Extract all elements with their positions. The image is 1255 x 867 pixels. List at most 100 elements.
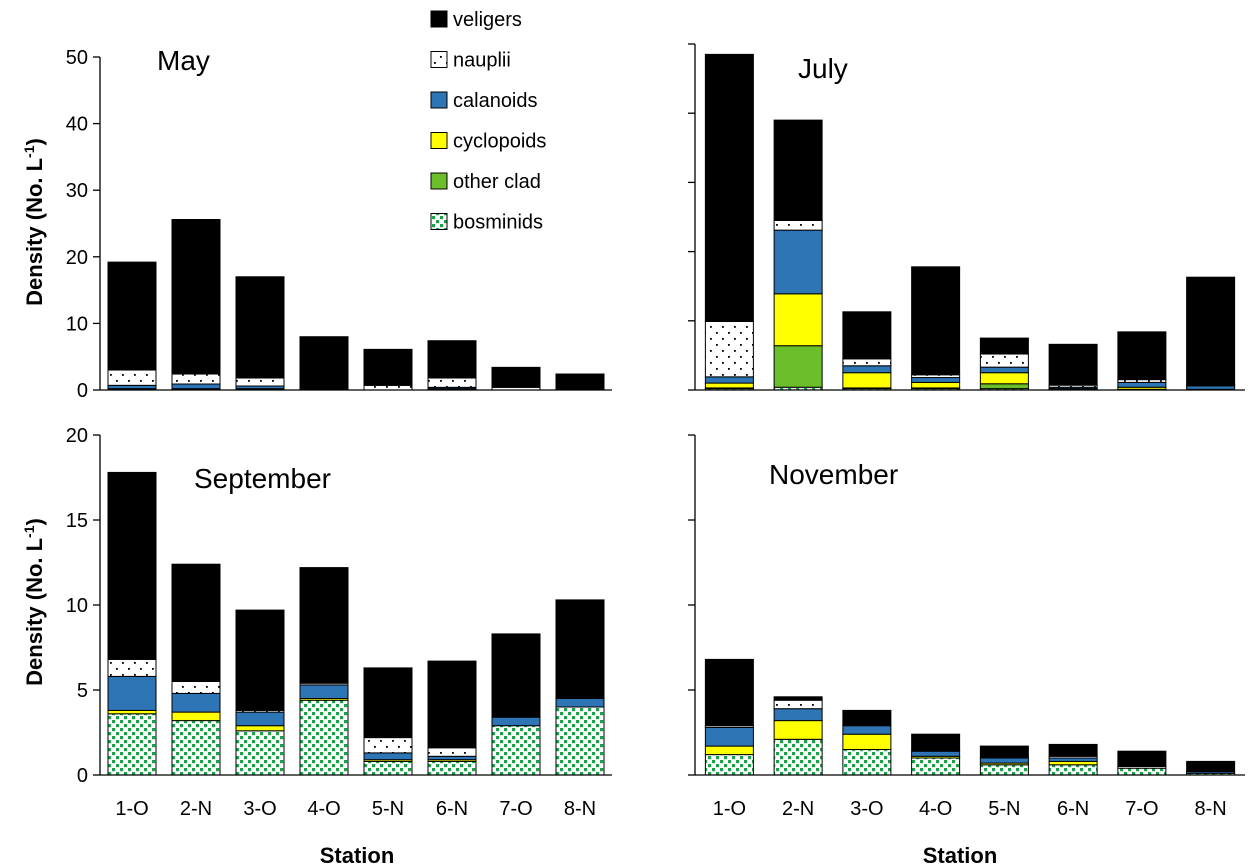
bar-veligers-4-o bbox=[299, 336, 349, 391]
bar-bosminids-3-o bbox=[842, 749, 892, 776]
bar-calanoids-6-n bbox=[1048, 757, 1098, 762]
legend: veligers nauplii calanoids cyclopoids other … bbox=[430, 9, 546, 234]
bar-bosminids-5-n bbox=[979, 764, 1029, 776]
bar-bosminids-8-n bbox=[555, 706, 605, 776]
bar-calanoids-8-n bbox=[1186, 385, 1236, 390]
legend-item-calanoids: calanoids bbox=[430, 90, 538, 112]
legend-item-nauplii: nauplii bbox=[430, 50, 511, 72]
bar-veligers-8-n bbox=[555, 373, 605, 391]
bar-bosminids-7-o bbox=[1117, 767, 1167, 776]
y-tick-label: 0 bbox=[77, 765, 88, 787]
x-tick-label: 7-O bbox=[499, 798, 532, 820]
bar-veligers-2-n bbox=[773, 696, 823, 701]
bar-veligers-7-o bbox=[491, 633, 541, 718]
bar-cyclopoids-2-n bbox=[773, 720, 823, 740]
x-tick-label: 4-O bbox=[307, 798, 340, 820]
x-tick-label: 4-O bbox=[919, 798, 952, 820]
bar-nauplii-2-n bbox=[773, 699, 823, 710]
bar-bosminids-2-n bbox=[171, 720, 221, 776]
bar-cyclopoids-1-o bbox=[704, 382, 754, 389]
y-axis-title-end: ) bbox=[22, 138, 47, 145]
legend-item-cyclopoids: cyclopoids bbox=[430, 131, 546, 153]
bar-veligers-2-n bbox=[773, 119, 823, 221]
x-tick-label: 1-O bbox=[115, 798, 148, 820]
bar-bosminids-7-o bbox=[491, 725, 541, 776]
bar-cyclopoids-4-o bbox=[911, 381, 961, 389]
bar-veligers-8-n bbox=[1186, 276, 1236, 386]
bar-nauplii-6-n bbox=[427, 747, 477, 757]
x-tick-label: 2-N bbox=[180, 798, 212, 820]
panel-title: May bbox=[157, 45, 210, 76]
bar-cyclopoids-1-o bbox=[704, 745, 754, 756]
bar-other-clad-5-n bbox=[979, 383, 1029, 390]
x-tick-label: 8-N bbox=[1195, 798, 1227, 820]
bar-veligers-3-o bbox=[235, 609, 285, 711]
bar-nauplii-1-o bbox=[704, 320, 754, 378]
y-axis-title-main: Density (No. L bbox=[22, 538, 47, 686]
x-axis-title: Station bbox=[320, 843, 395, 867]
bar-calanoids-5-n bbox=[979, 366, 1029, 374]
y-tick-label: 5 bbox=[77, 680, 88, 702]
bar-calanoids-6-n bbox=[427, 755, 477, 761]
bar-calanoids-1-o bbox=[704, 376, 754, 384]
bar-calanoids-2-n bbox=[773, 229, 823, 295]
bar-other-clad-2-n bbox=[773, 345, 823, 388]
y-tick-label: 20 bbox=[66, 425, 88, 447]
bar-bosminids-4-o bbox=[299, 699, 349, 776]
bar-cyclopoids-3-o bbox=[842, 733, 892, 751]
bar-veligers-4-o bbox=[299, 567, 349, 684]
legend-swatch-nauplii bbox=[430, 51, 448, 68]
bar-veligers-8-n bbox=[1186, 760, 1236, 773]
bar-bosminids-6-n bbox=[427, 760, 477, 776]
panel-title: November bbox=[769, 459, 898, 490]
x-tick-label: 1-O bbox=[713, 798, 746, 820]
bar-calanoids-3-o bbox=[235, 711, 285, 727]
y-tick-label: 15 bbox=[66, 510, 88, 532]
bar-cyclopoids-5-n bbox=[979, 372, 1029, 385]
legend-swatch-cyclopoids bbox=[430, 132, 448, 149]
legend-item-veligers: veligers bbox=[430, 9, 522, 31]
bar-veligers-1-o bbox=[704, 658, 754, 727]
bar-cyclopoids-3-o bbox=[842, 372, 892, 389]
bar-veligers-3-o bbox=[842, 709, 892, 727]
legend-label-nauplii: nauplii bbox=[453, 50, 511, 72]
legend-label-calanoids: calanoids bbox=[453, 90, 538, 112]
bar-veligers-5-n bbox=[979, 337, 1029, 355]
bar-veligers-1-o bbox=[107, 471, 157, 660]
y-tick-label: 10 bbox=[66, 313, 88, 335]
chart-panels: 0 10 20 30 40 50 May July 0 5 10 15 20 1-O 2-N 3-O 4-O 5-… bbox=[21, 43, 1245, 867]
y-tick-label: 0 bbox=[77, 380, 88, 402]
bar-bosminids-3-o bbox=[235, 730, 285, 776]
bar-veligers-6-n bbox=[427, 660, 477, 749]
bar-veligers-7-o bbox=[1117, 750, 1167, 768]
bar-nauplii-5-n bbox=[979, 353, 1029, 368]
x-tick-label: 2-N bbox=[782, 798, 814, 820]
bar-calanoids-1-o bbox=[704, 726, 754, 747]
x-axis-title: Station bbox=[923, 843, 998, 867]
bar-bosminids-4-o bbox=[911, 757, 961, 776]
bar-nauplii-1-o bbox=[107, 658, 157, 677]
legend-label-cyclopoids: cyclopoids bbox=[453, 131, 546, 153]
y-tick-label: 40 bbox=[66, 114, 88, 136]
y-axis-title-superscript: -1 bbox=[21, 145, 37, 158]
legend-swatch-veligers bbox=[430, 10, 448, 28]
legend-swatch-calanoids bbox=[430, 91, 448, 109]
bar-cyclopoids-2-n bbox=[773, 293, 823, 347]
panel-title: September bbox=[194, 463, 331, 494]
bar-bosminids-5-n bbox=[363, 760, 413, 776]
bar-calanoids-1-o bbox=[107, 675, 157, 711]
bar-calanoids-2-n bbox=[171, 692, 221, 713]
panel-november: 1-O 2-N 3-O 4-O 5-N 6-N 7-O 8-N November Station bbox=[688, 434, 1245, 867]
y-tick-label: 20 bbox=[66, 247, 88, 269]
x-tick-label: 6-N bbox=[1057, 798, 1089, 820]
legend-item-bosminids: bosminids bbox=[430, 212, 543, 234]
bar-veligers-6-n bbox=[1048, 743, 1098, 757]
bar-veligers-5-n bbox=[363, 667, 413, 739]
bar-veligers-5-n bbox=[979, 745, 1029, 759]
bar-nauplii-5-n bbox=[363, 384, 413, 391]
y-axis-title-superscript: -1 bbox=[21, 525, 37, 538]
bar-veligers-8-n bbox=[555, 599, 605, 700]
bar-bosminids-2-n bbox=[773, 738, 823, 776]
bar-veligers-1-o bbox=[107, 261, 157, 371]
